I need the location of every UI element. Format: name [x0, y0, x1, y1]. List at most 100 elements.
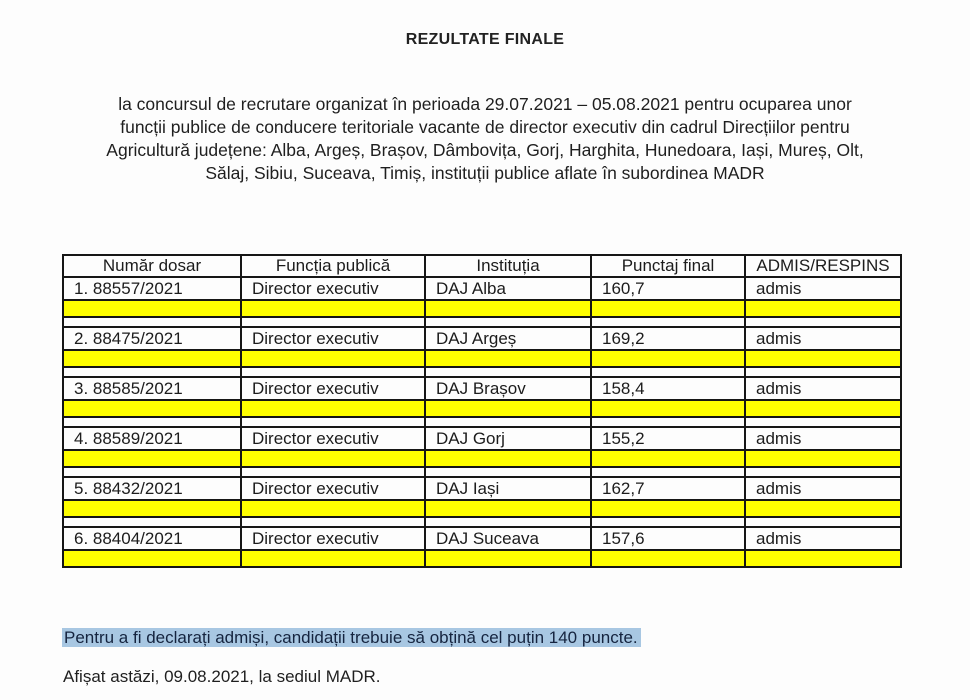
gap-cell: [590, 466, 746, 478]
gap-cell: [240, 516, 426, 528]
score-cell: 157,6: [590, 526, 746, 551]
position-cell: Director executiv: [240, 476, 426, 501]
gap-cell: [424, 416, 592, 428]
position-cell: Director executiv: [240, 276, 426, 301]
results-table: Număr dosar Funcția publică Instituția P…: [62, 254, 902, 568]
gap-cell: [424, 466, 592, 478]
note-line: Pentru a fi declarați admiși, candidații…: [62, 622, 641, 653]
gap-cell: [62, 316, 242, 328]
highlighted-empty-cell: [240, 549, 426, 568]
position-cell: Director executiv: [240, 526, 426, 551]
gap-cell: [62, 366, 242, 378]
dossier-number-cell: 3. 88585/2021: [62, 376, 242, 401]
gap-cell: [62, 416, 242, 428]
gap-cell: [744, 366, 902, 378]
highlighted-empty-cell: [590, 349, 746, 368]
highlighted-empty-row: [62, 349, 902, 368]
highlighted-empty-row: [62, 499, 902, 518]
gap-row: [62, 516, 902, 528]
highlighted-empty-cell: [424, 549, 592, 568]
gap-cell: [424, 516, 592, 528]
institution-cell: DAJ Suceava: [424, 526, 592, 551]
highlighted-empty-cell: [62, 399, 242, 418]
gap-cell: [590, 516, 746, 528]
highlighted-empty-cell: [62, 549, 242, 568]
highlighted-empty-cell: [744, 349, 902, 368]
highlighted-empty-cell: [744, 299, 902, 318]
result-cell: admis: [744, 276, 902, 301]
gap-cell: [590, 416, 746, 428]
gap-cell: [744, 466, 902, 478]
highlighted-empty-cell: [240, 399, 426, 418]
highlighted-empty-cell: [590, 549, 746, 568]
highlighted-empty-row: [62, 299, 902, 318]
dossier-number-cell: 4. 88589/2021: [62, 426, 242, 451]
score-cell: 160,7: [590, 276, 746, 301]
gap-cell: [744, 316, 902, 328]
highlighted-empty-cell: [62, 449, 242, 468]
gap-cell: [240, 416, 426, 428]
col-header-admitted-rejected: ADMIS/RESPINS: [744, 254, 902, 278]
table-row: 5. 88432/2021 Director executiv DAJ Iași 16…: [62, 476, 902, 501]
col-header-institution: Instituția: [424, 254, 592, 278]
highlighted-empty-cell: [240, 299, 426, 318]
posted-date-line: Afișat astăzi, 09.08.2021, la sediul MAD…: [63, 667, 381, 686]
intro-paragraph: la concursul de recrutare organizat în p…: [106, 94, 864, 183]
gap-cell: [744, 516, 902, 528]
highlighted-empty-cell: [590, 299, 746, 318]
gap-cell: [62, 466, 242, 478]
position-cell: Director executiv: [240, 376, 426, 401]
highlighted-empty-cell: [62, 499, 242, 518]
highlighted-empty-cell: [590, 449, 746, 468]
gap-row: [62, 416, 902, 428]
table-row: 6. 88404/2021 Director executiv DAJ Suceav…: [62, 526, 902, 551]
institution-cell: DAJ Alba: [424, 276, 592, 301]
result-cell: admis: [744, 376, 902, 401]
highlighted-empty-cell: [744, 449, 902, 468]
gap-cell: [240, 466, 426, 478]
institution-cell: DAJ Brașov: [424, 376, 592, 401]
result-cell: admis: [744, 326, 902, 351]
gap-cell: [62, 516, 242, 528]
result-cell: admis: [744, 426, 902, 451]
table-header-row: Număr dosar Funcția publică Instituția P…: [62, 254, 902, 278]
note-highlighted-text: Pentru a fi declarați admiși, candidații…: [62, 628, 641, 647]
institution-cell: DAJ Argeș: [424, 326, 592, 351]
gap-cell: [424, 366, 592, 378]
highlighted-empty-cell: [424, 499, 592, 518]
gap-cell: [744, 416, 902, 428]
highlighted-empty-row: [62, 549, 902, 568]
highlighted-empty-cell: [62, 299, 242, 318]
highlighted-empty-cell: [424, 349, 592, 368]
gap-cell: [424, 316, 592, 328]
dossier-number-cell: 2. 88475/2021: [62, 326, 242, 351]
highlighted-empty-cell: [240, 349, 426, 368]
highlighted-empty-cell: [62, 349, 242, 368]
institution-cell: DAJ Iași: [424, 476, 592, 501]
highlighted-empty-cell: [240, 499, 426, 518]
result-cell: admis: [744, 526, 902, 551]
highlighted-empty-cell: [424, 449, 592, 468]
highlighted-empty-cell: [424, 299, 592, 318]
table-row: 3. 88585/2021 Director executiv DAJ Brașov…: [62, 376, 902, 401]
dossier-number-cell: 1. 88557/2021: [62, 276, 242, 301]
gap-row: [62, 366, 902, 378]
score-cell: 162,7: [590, 476, 746, 501]
gap-cell: [590, 316, 746, 328]
score-cell: 169,2: [590, 326, 746, 351]
col-header-public-position: Funcția publică: [240, 254, 426, 278]
highlighted-empty-cell: [744, 549, 902, 568]
highlighted-empty-cell: [744, 399, 902, 418]
table-row: 1. 88557/2021 Director executiv DAJ Alba 16…: [62, 276, 902, 301]
highlighted-empty-cell: [424, 399, 592, 418]
table-row: 2. 88475/2021 Director executiv DAJ Argeș 1…: [62, 326, 902, 351]
score-cell: 158,4: [590, 376, 746, 401]
col-header-dossier-number: Număr dosar: [62, 254, 242, 278]
results-table-body: 1. 88557/2021 Director executiv DAJ Alba 16…: [62, 276, 902, 568]
gap-cell: [240, 316, 426, 328]
position-cell: Director executiv: [240, 326, 426, 351]
highlighted-empty-cell: [590, 499, 746, 518]
gap-cell: [240, 366, 426, 378]
dossier-number-cell: 5. 88432/2021: [62, 476, 242, 501]
